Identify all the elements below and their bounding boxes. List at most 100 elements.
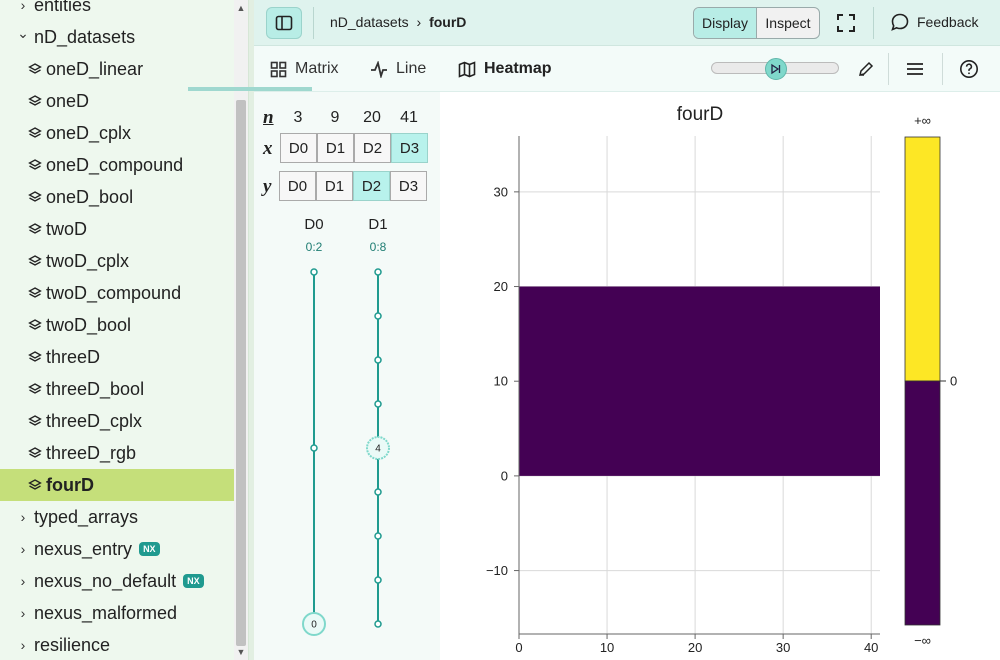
tree-item-twod-compound[interactable]: twoD_compound	[0, 277, 234, 309]
help-button[interactable]	[959, 59, 979, 79]
x-dim-button-d3[interactable]: D3	[391, 133, 428, 163]
slicer-thumb[interactable]	[302, 612, 326, 636]
tree-item-label: threeD_bool	[46, 378, 145, 399]
fullscreen-icon	[837, 14, 855, 32]
tree-item-label: oneD_linear	[46, 58, 144, 79]
x-dim-button-d2[interactable]: D2	[354, 133, 391, 163]
slicer-step-mark[interactable]	[310, 268, 318, 276]
x-dim-button-d1[interactable]: D1	[317, 133, 354, 163]
slicer-step-mark[interactable]	[310, 444, 318, 452]
tree-item-threed-rgb[interactable]: threeD_rgb	[0, 437, 234, 469]
breadcrumb-separator: ›	[416, 14, 422, 30]
dim-size-0: 3	[293, 109, 303, 126]
colorbar-mid-label: 0	[950, 374, 957, 389]
colorbar-min-label: −∞	[914, 633, 931, 648]
slicer-step-mark[interactable]	[374, 268, 382, 276]
tree-item-nexus-entry[interactable]: › nexus_entry NX	[0, 533, 234, 565]
slicer-label-d0: D0	[304, 216, 324, 233]
tab-line[interactable]: Line	[370, 46, 426, 92]
tree-item-fourd[interactable]: fourD	[0, 469, 234, 501]
layers-icon	[28, 159, 42, 170]
sidebar-scrollbar-thumb[interactable]	[236, 100, 246, 646]
slicer-step-mark[interactable]	[374, 532, 382, 540]
slicer-step-mark[interactable]	[374, 312, 382, 320]
layers-icon	[28, 319, 42, 330]
slicer-step-mark[interactable]	[374, 400, 382, 408]
slicer-label-d1: D1	[368, 216, 388, 233]
tab-matrix-label: Matrix	[295, 60, 339, 77]
breadcrumb: nD_datasets › fourD	[330, 14, 466, 30]
tree-item-label: nD_datasets	[34, 26, 136, 47]
hamburger-menu-icon	[907, 63, 923, 75]
inspect-mode-button[interactable]: Inspect	[765, 15, 811, 31]
tree-item-twod-bool[interactable]: twoD_bool	[0, 309, 234, 341]
tree-item-label: twoD_compound	[46, 282, 182, 303]
help-icon	[960, 60, 978, 78]
y-axis-label: y	[263, 176, 272, 197]
feedback-button[interactable]: Feedback	[890, 12, 978, 32]
x-tick-label: 20	[688, 640, 702, 655]
slicer-step-mark[interactable]	[374, 488, 382, 496]
scroll-up-arrow[interactable]: ▲	[236, 3, 246, 13]
slicer-thumb[interactable]	[366, 436, 390, 460]
y-dim-button-d2[interactable]: D2	[353, 171, 390, 201]
tree-item-entities[interactable]: › entities	[0, 0, 234, 21]
tree-item-twod[interactable]: twoD	[0, 213, 234, 245]
sidebar-resizer[interactable]	[248, 0, 254, 660]
tree-item-nd-datasets[interactable]: ⌄ nD_datasets	[0, 21, 234, 53]
slicer-value: 0	[311, 620, 317, 631]
tab-heatmap[interactable]: Heatmap	[458, 46, 552, 92]
slicer-d1[interactable]: 4	[358, 264, 398, 644]
header: nD_datasets › fourD Display Inspect Feed…	[254, 0, 1000, 46]
tree-item-oned-compound[interactable]: oneD_compound	[0, 149, 234, 181]
x-tick-label: 10	[600, 640, 614, 655]
sidebar-toggle-button[interactable]	[266, 7, 302, 39]
tree-item-oned[interactable]: oneD	[0, 85, 234, 117]
x-tick-label: 30	[776, 640, 790, 655]
edit-button[interactable]	[856, 59, 876, 79]
x-dim-button-d0[interactable]: D0	[280, 133, 317, 163]
tree-item-resilience[interactable]: › resilience	[0, 629, 234, 660]
tree-item-label: resilience	[34, 634, 111, 655]
fullscreen-button[interactable]	[834, 11, 858, 35]
tree-item-oned-cplx[interactable]: oneD_cplx	[0, 117, 234, 149]
tree-item-oned-bool[interactable]: oneD_bool	[0, 181, 234, 213]
nexus-badge: NX	[183, 574, 204, 588]
y-dim-button-d3[interactable]: D3	[390, 171, 427, 201]
display-mode-button[interactable]: Display	[694, 8, 757, 38]
tree-item-threed[interactable]: threeD	[0, 341, 234, 373]
layers-icon	[28, 447, 42, 458]
tree-item-typed-arrays[interactable]: › typed_arrays	[0, 501, 234, 533]
breadcrumb-parent[interactable]: nD_datasets	[330, 14, 409, 30]
visualization-toolbar: Matrix Line Heatmap	[254, 46, 1000, 92]
x-tick-label: 0	[515, 640, 522, 655]
slicer-d0[interactable]: 0	[294, 264, 334, 644]
layers-icon	[28, 223, 42, 234]
tree-item-oned-linear[interactable]: oneD_linear	[0, 53, 234, 85]
x-tick-label: 40	[864, 640, 878, 655]
slicer-step-mark[interactable]	[374, 356, 382, 364]
tab-matrix[interactable]: Matrix	[270, 46, 339, 92]
heatmap-image[interactable]	[519, 286, 880, 476]
menu-button[interactable]	[905, 59, 925, 79]
speech-bubble-icon	[891, 13, 909, 31]
tree-item-threed-bool[interactable]: threeD_bool	[0, 373, 234, 405]
tree-item-twod-cplx[interactable]: twoD_cplx	[0, 245, 234, 277]
line-chart-icon	[371, 60, 387, 78]
tree-item-nexus-malformed[interactable]: › nexus_malformed	[0, 597, 234, 629]
slicer-step-mark[interactable]	[374, 620, 382, 628]
heatmap-plot[interactable]: 0 10 20 30 40 30 20 10 0 −10 +∞ 0 −∞	[440, 92, 1000, 660]
breadcrumb-current: fourD	[429, 14, 467, 30]
slicer-value: 4	[375, 444, 381, 455]
tree-item-threed-cplx[interactable]: threeD_cplx	[0, 405, 234, 437]
y-tick-label: 20	[494, 279, 508, 294]
layers-icon	[28, 63, 42, 74]
header-separator	[313, 7, 314, 39]
y-dim-button-d0[interactable]: D0	[279, 171, 316, 201]
animation-slider-thumb[interactable]	[765, 58, 787, 80]
slicer-step-mark[interactable]	[374, 576, 382, 584]
tree-item-label: threeD_rgb	[46, 442, 137, 463]
tree-item-nexus-no-default[interactable]: › nexus_no_default NX	[0, 565, 234, 597]
scroll-down-arrow[interactable]: ▼	[236, 647, 246, 657]
y-dim-button-d1[interactable]: D1	[316, 171, 353, 201]
